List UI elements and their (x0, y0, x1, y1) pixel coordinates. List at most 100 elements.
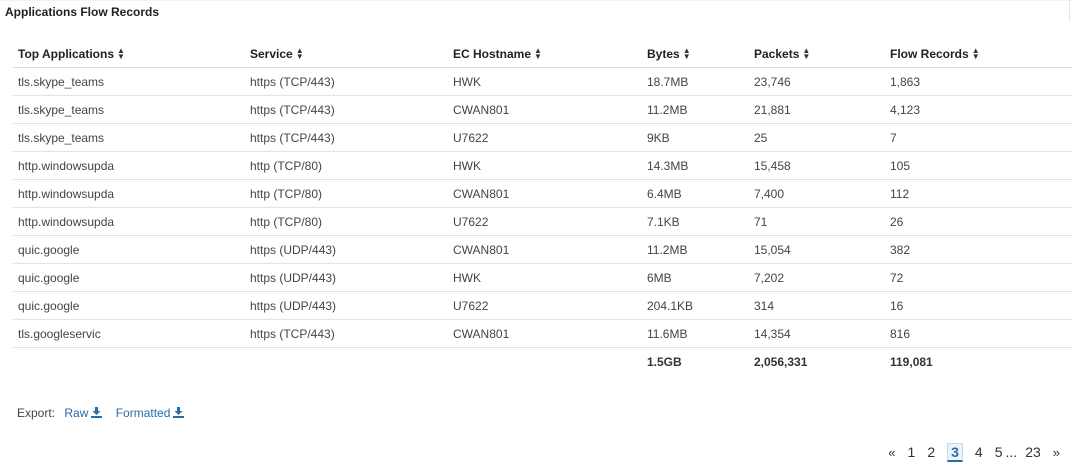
cell-application: http.windowsupda (13, 207, 245, 236)
total-bytes: 1.5GB (647, 355, 682, 369)
table-row: http.windowsupda http (TCP/80) HWK 14.3MB 15… (13, 151, 1072, 180)
cell-flow-records: 382 (885, 235, 1072, 264)
cell-hostname: U7622 (448, 291, 642, 320)
export-bar: Export: Raw Formatted (17, 406, 185, 420)
cell-packets: 21,881 (749, 95, 885, 124)
cell-hostname: CWAN801 (448, 179, 642, 208)
cell-bytes: 204.1KB (642, 291, 749, 320)
download-icon (173, 407, 185, 418)
cell-packets: 7,202 (749, 263, 885, 292)
cell-flow-records: 72 (885, 263, 1072, 292)
cell-application: http.windowsupda (13, 151, 245, 180)
table-row: quic.google https (UDP/443) U7622 204.1KB 31… (13, 291, 1072, 320)
sort-icon: ▲ ▼ (971, 46, 980, 62)
column-header-ec-hostname[interactable]: EC Hostname ▲ ▼ (448, 40, 642, 68)
cell-service: https (UDP/443) (245, 235, 448, 264)
cell-application: quic.google (13, 235, 245, 264)
cell-application: quic.google (13, 263, 245, 292)
panel-right-border (1069, 0, 1070, 22)
cell-packets: 7,400 (749, 179, 885, 208)
column-header-top-applications[interactable]: Top Applications ▲ ▼ (13, 40, 245, 68)
cell-service: https (UDP/443) (245, 263, 448, 292)
cell-bytes: 9KB (642, 123, 749, 152)
cell-bytes: 6MB (642, 263, 749, 292)
panel-title: Applications Flow Records (5, 5, 160, 19)
cell-flow-records: 112 (885, 179, 1072, 208)
export-raw-link[interactable]: Raw (64, 406, 103, 420)
cell-packets: 15,458 (749, 151, 885, 180)
cell-hostname: HWK (448, 263, 642, 292)
cell-flow-records: 105 (885, 151, 1072, 180)
pagination-ellipsis: ... (1005, 444, 1018, 460)
sort-icon: ▲ ▼ (117, 46, 125, 62)
prev-page-button[interactable]: « (888, 444, 896, 460)
cell-flow-records: 16 (885, 291, 1072, 320)
cell-application: tls.skype_teams (13, 95, 245, 124)
table-row: quic.google https (UDP/443) CWAN801 11.2MB 1… (13, 235, 1072, 264)
panel-top-border (0, 0, 1072, 1)
column-header-service[interactable]: Service ▲ ▼ (245, 40, 448, 68)
page-button-5[interactable]: 5 (994, 444, 1003, 460)
page-button-3-current[interactable]: 3 (947, 442, 963, 462)
cell-service: http (TCP/80) (245, 207, 448, 236)
cell-packets: 14,354 (749, 319, 885, 348)
table-row: tls.googleservic https (TCP/443) CWAN801 11… (13, 319, 1072, 348)
cell-bytes: 11.2MB (642, 235, 749, 264)
cell-packets: 71 (749, 207, 885, 236)
total-flow-records: 119,081 (890, 355, 933, 369)
cell-packets: 15,054 (749, 235, 885, 264)
export-formatted-link[interactable]: Formatted (116, 406, 185, 420)
cell-service: https (UDP/443) (245, 291, 448, 320)
page-button-1[interactable]: 1 (907, 444, 916, 460)
cell-service: http (TCP/80) (245, 179, 448, 208)
cell-bytes: 18.7MB (642, 67, 749, 96)
total-packets: 2,056,331 (754, 355, 808, 369)
sort-icon: ▲ ▼ (682, 46, 691, 62)
cell-flow-records: 816 (885, 319, 1072, 348)
page-button-last[interactable]: 23 (1025, 444, 1041, 460)
cell-packets: 314 (749, 291, 885, 320)
cell-application: quic.google (13, 291, 245, 320)
cell-bytes: 11.2MB (642, 95, 749, 124)
sort-icon: ▲ ▼ (534, 46, 542, 62)
cell-hostname: HWK (448, 67, 642, 96)
cell-bytes: 11.6MB (642, 319, 749, 348)
cell-hostname: CWAN801 (448, 319, 642, 348)
cell-service: https (TCP/443) (245, 123, 448, 152)
sort-icon: ▲ ▼ (295, 46, 304, 62)
pagination: « 1 2 3 4 5 ... 23 » (882, 441, 1066, 463)
column-header-packets[interactable]: Packets ▲ ▼ (749, 40, 885, 68)
cell-hostname: U7622 (448, 123, 642, 152)
flow-records-table: Top Applications ▲ ▼ Service ▲ ▼ EC Hostname… (13, 40, 1072, 376)
download-icon (91, 407, 103, 418)
export-label: Export: (17, 406, 56, 420)
cell-flow-records: 7 (885, 123, 1072, 152)
cell-hostname: CWAN801 (448, 235, 642, 264)
cell-service: http (TCP/80) (245, 151, 448, 180)
page-button-2[interactable]: 2 (927, 444, 936, 460)
totals-row: 1.5GB 2,056,331 119,081 (13, 348, 1072, 377)
cell-hostname: HWK (448, 151, 642, 180)
cell-bytes: 6.4MB (642, 179, 749, 208)
cell-service: https (TCP/443) (245, 95, 448, 124)
cell-application: http.windowsupda (13, 179, 245, 208)
cell-service: https (TCP/443) (245, 319, 448, 348)
cell-flow-records: 1,863 (885, 67, 1072, 96)
page-button-4[interactable]: 4 (974, 444, 983, 460)
column-header-bytes[interactable]: Bytes ▲ ▼ (642, 40, 749, 68)
cell-application: tls.skype_teams (13, 67, 245, 96)
cell-packets: 23,746 (749, 67, 885, 96)
cell-bytes: 7.1KB (642, 207, 749, 236)
table-row: tls.skype_teams https (TCP/443) HWK 18.7MB 2… (13, 67, 1072, 96)
table-header-row: Top Applications ▲ ▼ Service ▲ ▼ EC Hostname… (13, 40, 1072, 68)
table-row: http.windowsupda http (TCP/80) U7622 7.1KB 7… (13, 207, 1072, 236)
table-row: quic.google https (UDP/443) HWK 6MB 7,202 72 (13, 263, 1072, 292)
next-page-button[interactable]: » (1052, 444, 1060, 460)
cell-service: https (TCP/443) (245, 67, 448, 96)
column-header-flow-records[interactable]: Flow Records ▲ ▼ (885, 40, 1072, 68)
cell-flow-records: 4,123 (885, 95, 1072, 124)
table-row: tls.skype_teams https (TCP/443) U7622 9KB 25… (13, 123, 1072, 152)
cell-packets: 25 (749, 123, 885, 152)
cell-application: tls.googleservic (13, 319, 245, 348)
table-row: http.windowsupda http (TCP/80) CWAN801 6.4M… (13, 179, 1072, 208)
